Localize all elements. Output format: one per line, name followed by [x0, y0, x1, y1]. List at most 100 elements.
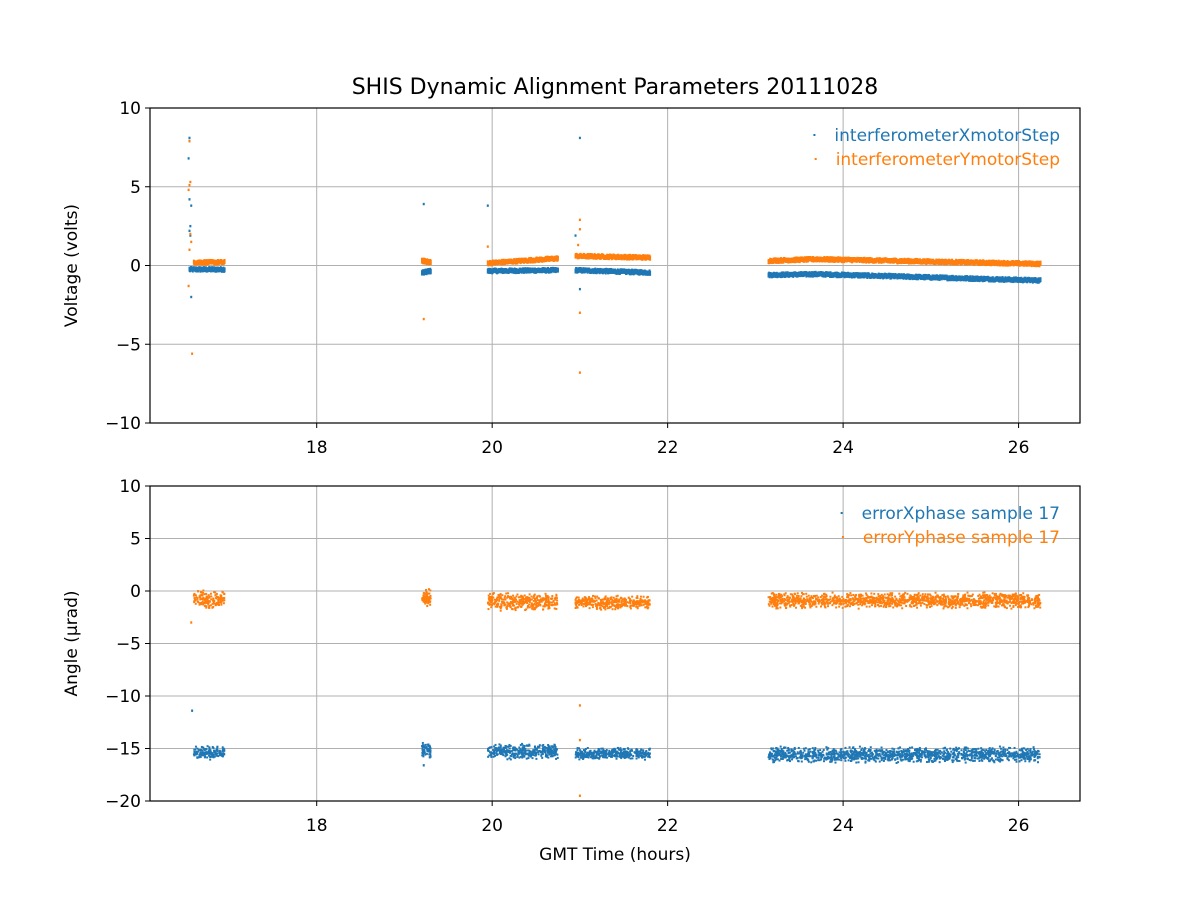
- data-point: [546, 595, 549, 598]
- data-point: [202, 591, 205, 594]
- data-point: [578, 598, 581, 601]
- outlier-point: [578, 371, 581, 374]
- data-point: [885, 753, 888, 756]
- data-point: [540, 753, 543, 756]
- data-point: [489, 751, 492, 754]
- data-point: [783, 756, 786, 759]
- data-point: [957, 756, 960, 759]
- data-point: [819, 752, 822, 755]
- data-point: [1035, 753, 1038, 756]
- data-point: [608, 755, 611, 758]
- data-point: [1002, 746, 1005, 749]
- data-point: [524, 751, 527, 754]
- outlier-point: [577, 243, 580, 247]
- data-point: [913, 749, 916, 752]
- data-point: [429, 259, 432, 265]
- data-point: [588, 754, 591, 757]
- data-point: [551, 749, 554, 752]
- data-point: [947, 758, 950, 761]
- data-point: [844, 759, 847, 762]
- data-point: [544, 598, 547, 601]
- data-point: [980, 758, 983, 761]
- data-point: [503, 751, 506, 754]
- data-point: [498, 749, 501, 752]
- data-point: [523, 744, 526, 747]
- data-point: [584, 751, 587, 754]
- data-point: [649, 270, 652, 276]
- data-point: [526, 605, 529, 608]
- data-point: [608, 601, 611, 604]
- data-point: [840, 757, 843, 760]
- data-point: [426, 748, 429, 751]
- data-point: [489, 592, 492, 595]
- data-point: [548, 749, 551, 752]
- data-point: [626, 747, 629, 750]
- data-point: [551, 755, 554, 758]
- data-point: [1013, 756, 1016, 759]
- data-point: [991, 747, 994, 750]
- data-point: [826, 753, 829, 756]
- data-point: [194, 594, 197, 597]
- data-point: [202, 596, 205, 599]
- data-point: [429, 594, 432, 597]
- data-point: [519, 748, 522, 751]
- data-point: [937, 755, 940, 758]
- data-point: [984, 756, 987, 759]
- data-point: [617, 605, 620, 608]
- data-point: [427, 600, 430, 603]
- data-point: [998, 594, 1001, 597]
- data-point: [212, 754, 215, 757]
- data-point: [623, 756, 626, 759]
- data-point: [973, 756, 976, 759]
- data-point: [610, 755, 613, 758]
- data-point: [915, 760, 918, 763]
- data-point: [934, 756, 937, 759]
- data-point: [886, 755, 889, 758]
- data-point: [889, 754, 892, 757]
- data-point: [508, 757, 511, 760]
- data-point: [1028, 760, 1031, 763]
- data-point: [490, 595, 493, 598]
- data-point: [902, 750, 905, 753]
- data-point: [499, 744, 502, 747]
- data-point: [531, 607, 534, 610]
- data-point: [488, 746, 491, 749]
- data-point: [841, 756, 844, 759]
- data-point: [494, 754, 497, 757]
- data-point: [219, 598, 222, 601]
- data-point: [581, 752, 584, 755]
- data-point: [968, 750, 971, 753]
- data-point: [892, 751, 895, 754]
- data-point: [776, 748, 779, 751]
- data-point: [811, 751, 814, 754]
- data-point: [528, 606, 531, 609]
- data-point: [546, 754, 549, 757]
- data-point: [538, 749, 541, 752]
- data-point: [633, 602, 636, 605]
- data-point: [871, 753, 874, 756]
- data-point: [611, 751, 614, 754]
- data-point: [605, 752, 608, 755]
- data-point: [1037, 750, 1040, 753]
- data-point: [899, 746, 902, 749]
- data-point: [202, 746, 205, 749]
- data-point: [889, 759, 892, 762]
- data-point: [529, 755, 532, 758]
- data-point: [198, 755, 201, 758]
- data-point: [775, 753, 778, 756]
- data-point: [193, 597, 196, 600]
- data-point: [874, 760, 877, 763]
- data-point: [535, 747, 538, 750]
- data-point: [645, 749, 648, 752]
- data-point: [615, 606, 618, 609]
- data-point: [209, 755, 212, 758]
- data-point: [790, 748, 793, 751]
- data-point: [858, 745, 861, 748]
- data-point: [883, 753, 886, 756]
- data-point: [507, 745, 510, 748]
- data-point: [192, 753, 195, 756]
- data-point: [960, 749, 963, 752]
- data-point: [1011, 754, 1014, 757]
- data-point: [838, 758, 841, 761]
